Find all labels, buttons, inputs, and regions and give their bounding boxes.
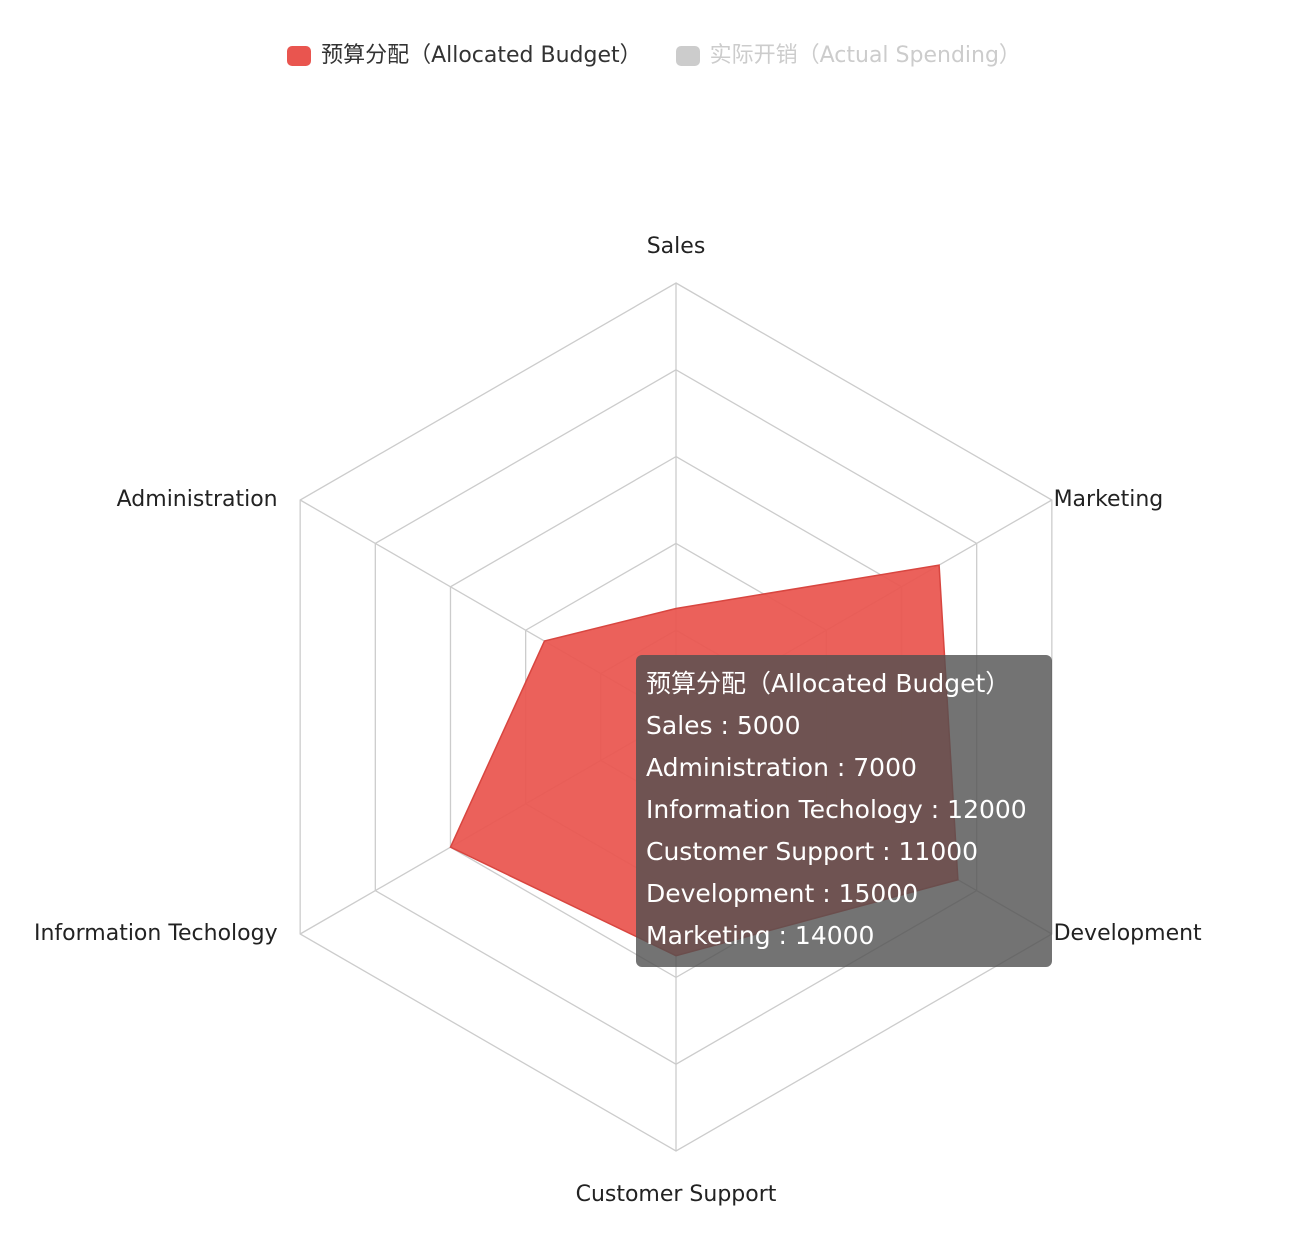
- tooltip-row: Sales : 5000: [646, 711, 801, 740]
- radar-axis-labels: Sales Marketing Development Customer Suppor…: [34, 234, 1202, 1207]
- tooltip-row: Administration : 7000: [646, 753, 917, 782]
- legend-label-allocated-budget: 预算分配（Allocated Budget）: [321, 43, 642, 68]
- tooltip-row: Information Techology : 12000: [646, 795, 1027, 824]
- tooltip-title: 预算分配（Allocated Budget）: [646, 669, 1011, 698]
- axis-label-marketing: Marketing: [1054, 487, 1164, 512]
- legend: 预算分配（Allocated Budget） 实际开销（Actual Spend…: [0, 38, 1308, 74]
- axis-label-information-techology: Information Techology: [34, 921, 278, 946]
- legend-label-actual-spending: 实际开销（Actual Spending）: [709, 43, 1021, 68]
- legend-item-allocated-budget[interactable]: 预算分配（Allocated Budget）: [287, 38, 642, 74]
- axis-label-development: Development: [1054, 921, 1202, 946]
- legend-swatch-actual-spending: [675, 46, 700, 66]
- tooltip-row: Customer Support : 11000: [646, 837, 979, 866]
- legend-item-actual-spending[interactable]: 实际开销（Actual Spending）: [675, 38, 1021, 74]
- tooltip-row: Marketing : 14000: [646, 921, 875, 950]
- axis-label-administration: Administration: [117, 487, 278, 512]
- tooltip: 预算分配（Allocated Budget） Sales : 5000 Admi…: [636, 655, 1052, 967]
- axis-label-customer-support: Customer Support: [576, 1182, 777, 1207]
- tooltip-row: Development : 15000: [646, 879, 919, 908]
- legend-swatch-allocated-budget: [287, 46, 312, 66]
- axis-label-sales: Sales: [647, 234, 706, 259]
